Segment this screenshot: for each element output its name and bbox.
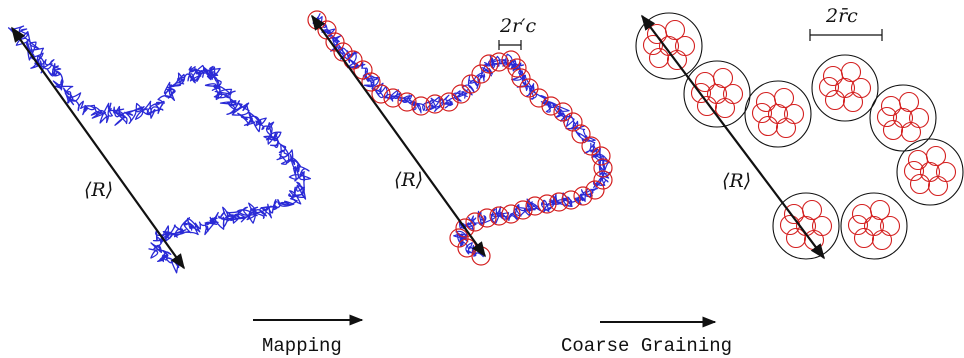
small-blob (880, 95, 902, 117)
coarse-grained-blobs (635, 12, 964, 260)
small-blob (573, 186, 593, 206)
small-blob (892, 107, 914, 129)
small-blob (489, 52, 509, 72)
small-blob (847, 214, 869, 236)
large-blob (840, 192, 908, 260)
small-blob (882, 119, 904, 141)
coarse-graining-step: Coarse Graining (561, 316, 732, 357)
large-blob-diameter-label: 2r̄c (825, 5, 858, 27)
small-blob (477, 208, 497, 228)
small-blob (919, 161, 941, 183)
blob-diameter-label: 2r′c (499, 15, 536, 37)
small-blob (519, 78, 539, 98)
small-blob (783, 203, 805, 225)
small-blob (863, 215, 885, 237)
mapped-chain-panel: ⟨R⟩ 2r′c (307, 10, 613, 266)
small-blob (553, 102, 573, 122)
small-blob (900, 121, 922, 143)
small-blob (537, 194, 557, 214)
small-blob (581, 136, 601, 156)
small-blob (803, 229, 825, 251)
blob-diameter-marker (498, 40, 522, 50)
small-blob (909, 173, 931, 195)
end-to-end-label: ⟨R⟩ (394, 169, 423, 191)
small-blob (757, 115, 779, 137)
large-blob (869, 84, 937, 152)
mapping-step: Mapping (253, 314, 364, 357)
small-blob (898, 91, 920, 113)
small-blob (824, 89, 846, 111)
small-blob (903, 160, 925, 182)
end-to-end-arrow (11, 26, 185, 270)
end-to-end-arrow (641, 14, 825, 260)
small-blob (834, 77, 856, 99)
small-blob (775, 117, 797, 139)
small-blob (593, 170, 613, 190)
small-blob (842, 91, 864, 113)
small-blob (694, 71, 716, 93)
polymer-chain-panel: ⟨R⟩ (7, 25, 312, 274)
small-blob (755, 91, 777, 113)
small-blob (591, 146, 611, 166)
small-blob (871, 229, 893, 251)
small-blob (571, 124, 591, 144)
end-to-end-label: ⟨R⟩ (722, 170, 751, 192)
small-blob (513, 200, 533, 220)
mapped-chain-path (312, 13, 612, 258)
large-blob-outline (869, 84, 937, 152)
large-blob-outline (896, 138, 964, 206)
small-blob (549, 192, 569, 212)
small-blob (541, 96, 561, 116)
coarse-grained-panel: ⟨R⟩ 2r̄c (635, 5, 964, 260)
small-blob (561, 190, 581, 210)
small-blob (869, 199, 891, 221)
large-blob-diameter-marker (809, 29, 883, 41)
small-blob (585, 180, 605, 200)
small-blob (501, 204, 521, 224)
small-blob (648, 47, 670, 69)
small-blob (489, 206, 509, 226)
mapping-label: Mapping (262, 335, 342, 357)
large-blob (744, 80, 812, 148)
small-blob (714, 97, 736, 119)
coarse-graining-label: Coarse Graining (561, 335, 732, 357)
large-blob (811, 54, 879, 122)
large-blob (896, 138, 964, 206)
small-blob (853, 227, 875, 249)
small-blob (907, 149, 929, 171)
small-blob (927, 175, 949, 197)
small-blob (507, 58, 527, 78)
small-blob (525, 196, 545, 216)
small-blob (840, 61, 862, 83)
small-blob (511, 68, 531, 88)
end-to-end-label: ⟨R⟩ (84, 179, 113, 201)
small-blob (822, 65, 844, 87)
small-blob (876, 106, 898, 128)
end-to-end-arrow (311, 14, 486, 258)
small-blob (925, 145, 947, 167)
small-blob (851, 203, 873, 225)
large-blob-outline (840, 192, 908, 260)
polymer-chain-path (7, 25, 312, 274)
small-blob (593, 158, 613, 178)
